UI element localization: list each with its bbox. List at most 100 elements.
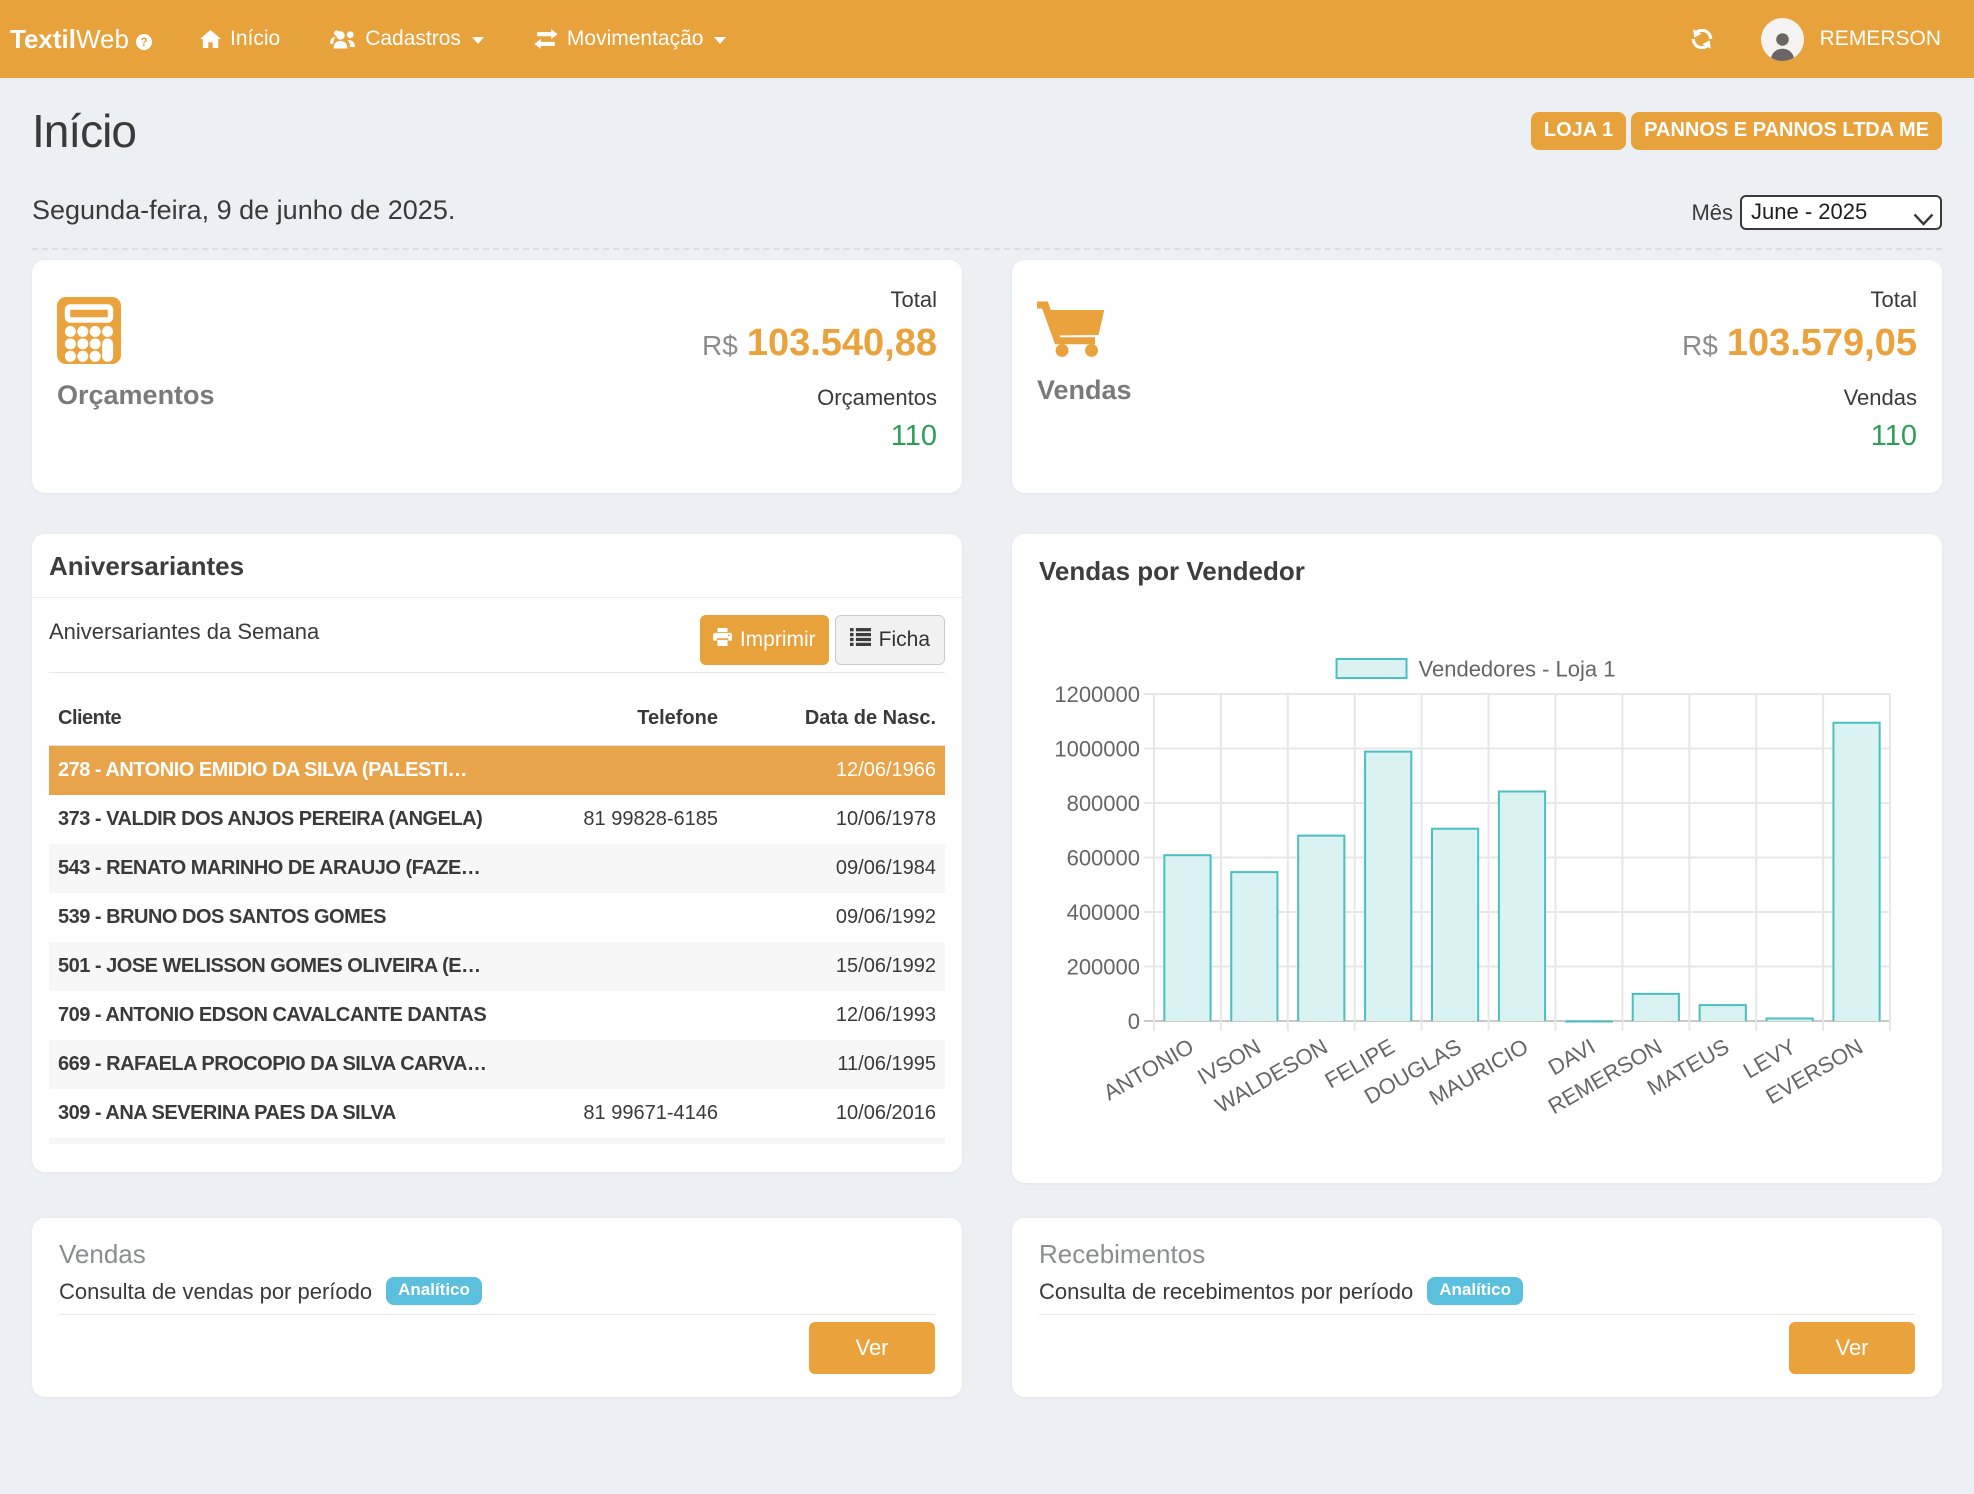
stat-card-right: Total R$ 103.579,05 Vendas 110 — [1682, 285, 1917, 468]
list-icon — [849, 628, 871, 652]
vendas-consulta-desc: Consulta de vendas por período — [59, 1278, 373, 1304]
page-header: Início LOJA 1 PANNOS E PANNOS LTDA ME — [32, 102, 1942, 159]
users-icon — [330, 29, 356, 49]
nav-menu: Início Cadastros Movimentação — [175, 0, 751, 78]
svg-text:ANTONIO: ANTONIO — [1099, 1034, 1198, 1106]
table-row[interactable]: 709 - ANTONIO EDSON CAVALCANTE DANTAS 12… — [49, 991, 945, 1040]
svg-text:600000: 600000 — [1067, 846, 1140, 871]
chevron-down-icon — [1913, 206, 1934, 232]
recebimentos-consulta-desc: Consulta de recebimentos por período — [1039, 1278, 1414, 1304]
table-head: Cliente Telefone Data de Nasc. — [49, 685, 945, 746]
cell-telefone — [527, 746, 727, 796]
cell-telefone — [527, 844, 727, 893]
stat-card-left: Vendas — [1037, 285, 1132, 468]
action-footer: Ver — [59, 1322, 935, 1374]
vendas-total: 103.579,05 — [1726, 322, 1917, 364]
cell-telefone — [527, 1040, 727, 1089]
table-row[interactable]: 539 - BRUNO DOS SANTOS GOMES 09/06/1992 — [49, 893, 945, 942]
main-content: Início LOJA 1 PANNOS E PANNOS LTDA ME Se… — [0, 102, 1974, 1397]
nav-item-cadastros[interactable]: Cadastros — [305, 0, 509, 78]
cell-telefone: 81 99828-6185 — [583, 808, 718, 830]
cell-cliente: 373 - VALDIR DOS ANJOS PEREIRA (ANGELA) — [58, 808, 483, 830]
orcamentos-label: Orçamentos — [57, 380, 215, 410]
nav-item-label: Início — [229, 27, 281, 50]
table-header-row: Cliente Telefone Data de Nasc. — [49, 685, 945, 746]
vendas-por-vendedor-panel: Vendas por Vendedor 0 200000 400000 600000 8… — [1012, 534, 1942, 1183]
cell-cliente: 709 - ANTONIO EDSON CAVALCANTE DANTAS — [58, 1004, 487, 1026]
cell-nascimento: 12/06/1993 — [835, 1004, 936, 1026]
exchange-icon — [534, 29, 558, 49]
cell-nascimento: 09/06/1992 — [835, 906, 936, 928]
recebimentos-consulta-title: Recebimentos — [1039, 1239, 1206, 1269]
imprimir-label: Imprimir — [739, 628, 816, 651]
imprimir-button[interactable]: Imprimir — [699, 615, 829, 665]
svg-text:?: ? — [140, 36, 147, 49]
cart-icon — [1037, 297, 1132, 364]
stat-card-left: Orçamentos — [57, 285, 215, 468]
vendas-count-label: Vendas — [1843, 385, 1917, 410]
table-row[interactable]: 373 - VALDIR DOS ANJOS PEREIRA (ANGELA) … — [49, 795, 945, 844]
nav-item-label: Cadastros — [365, 27, 461, 50]
brand[interactable]: Textil Web ? — [10, 24, 152, 55]
aniversariantes-table[interactable]: Cliente Telefone Data de Nasc. 278 - ANT… — [49, 685, 945, 1144]
nav-item-label: Movimentação — [566, 27, 704, 50]
table-row[interactable] — [49, 1138, 945, 1144]
svg-text:Vendedores - Loja 1: Vendedores - Loja 1 — [1419, 657, 1616, 682]
current-date: Segunda-feira, 9 de junho de 2025. — [32, 194, 456, 225]
svg-text:800000: 800000 — [1067, 791, 1140, 816]
cell-cliente: 309 - ANA SEVERINA PAES DA SILVA — [58, 1102, 396, 1124]
month-select[interactable]: June - 2025 — [1740, 195, 1942, 230]
refresh-icon[interactable] — [1687, 25, 1717, 53]
table-row[interactable]: 278 - ANTONIO EMIDIO DA SILVA (PALESTI… … — [49, 745, 945, 796]
column-header-nascimento: Data de Nasc. — [727, 685, 945, 746]
navbar: Textil Web ? Início Cadastros — [0, 0, 1974, 78]
brand-light: Web — [75, 23, 129, 54]
ficha-label: Ficha — [878, 628, 930, 651]
column-header-cliente: Cliente — [49, 685, 527, 746]
aniversariantes-panel: Aniversariantes Aniversariantes da Seman… — [32, 534, 962, 1172]
nav-item-movimentacao[interactable]: Movimentação — [509, 0, 752, 78]
svg-text:1000000: 1000000 — [1054, 737, 1140, 762]
cell-telefone — [527, 991, 727, 1040]
svg-text:0: 0 — [1128, 1009, 1140, 1034]
divider — [49, 672, 945, 673]
panels-row: Aniversariantes Aniversariantes da Seman… — [32, 534, 1942, 1183]
vendas-consulta-title: Vendas — [59, 1239, 146, 1269]
help-icon[interactable]: ? — [135, 34, 152, 50]
store-button[interactable]: LOJA 1 — [1530, 111, 1627, 150]
ver-recebimentos-button[interactable]: Ver — [1789, 1322, 1915, 1374]
avatar[interactable] — [1760, 17, 1804, 61]
table-row[interactable]: 543 - RENATO MARINHO DE ARAUJO (FAZE… 09… — [49, 844, 945, 893]
orcamentos-count-label: Orçamentos — [817, 385, 937, 410]
cell-nascimento: 15/06/1992 — [835, 955, 936, 977]
month-label: Mês — [1691, 199, 1733, 225]
chart-title: Vendas por Vendedor — [1039, 556, 1305, 586]
ficha-button[interactable]: Ficha — [834, 615, 945, 665]
action-desc-row: Consulta de vendas por período Analítico — [59, 1277, 935, 1305]
cell-telefone — [527, 1138, 727, 1144]
nav-item-inicio[interactable]: Início — [175, 0, 305, 78]
orcamentos-total: 103.540,88 — [746, 322, 937, 364]
cell-cliente: 543 - RENATO MARINHO DE ARAUJO (FAZE… — [58, 857, 481, 879]
table-row[interactable]: 309 - ANA SEVERINA PAES DA SILVA 81 9967… — [49, 1089, 945, 1138]
company-button[interactable]: PANNOS E PANNOS LTDA ME — [1631, 111, 1942, 150]
orcamentos-card: Orçamentos Total R$ 103.540,88 Orçamentos… — [32, 260, 962, 493]
table-row[interactable]: 501 - JOSE WELISSON GOMES OLIVEIRA (E… 1… — [49, 942, 945, 991]
action-desc-row: Consulta de recebimentos por período Ana… — [1039, 1277, 1915, 1305]
recebimentos-consulta-card: Recebimentos Consulta de recebimentos po… — [1012, 1218, 1942, 1397]
table-row[interactable]: 669 - RAFAELA PROCOPIO DA SILVA CARVA… 1… — [49, 1040, 945, 1089]
stat-amount: R$ 103.579,05 — [1682, 323, 1917, 371]
stat-cards-row: Orçamentos Total R$ 103.540,88 Orçamentos… — [32, 260, 1942, 493]
user-name[interactable]: REMERSON — [1819, 27, 1941, 50]
vendas-consulta-card: Vendas Consulta de vendas por período An… — [32, 1218, 962, 1397]
caret-down-icon — [714, 37, 727, 44]
orcamentos-count: 110 — [890, 420, 937, 452]
toolbar-row: Aniversariantes da Semana — [49, 615, 945, 665]
home-icon — [199, 30, 221, 48]
svg-text:1200000: 1200000 — [1054, 682, 1140, 707]
print-icon — [712, 628, 732, 652]
aniversariantes-title: Aniversariantes — [32, 534, 962, 598]
ver-vendas-button[interactable]: Ver — [809, 1322, 935, 1374]
column-header-telefone: Telefone — [527, 685, 727, 746]
analitico-badge: Analítico — [1427, 1277, 1524, 1305]
